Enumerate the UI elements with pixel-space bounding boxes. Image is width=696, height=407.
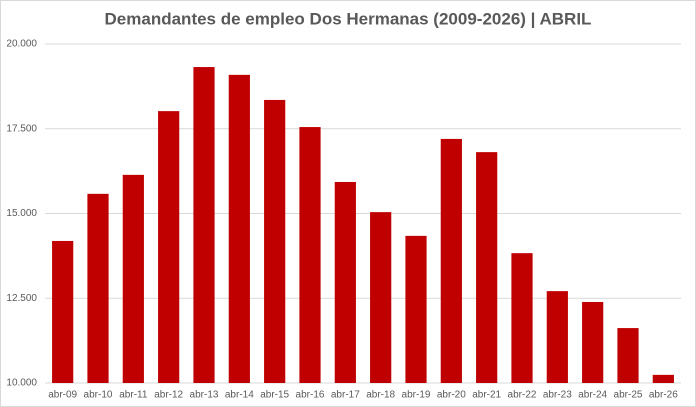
bar	[193, 67, 215, 383]
bar	[652, 374, 674, 383]
bar	[52, 240, 74, 383]
bar	[264, 99, 286, 383]
x-tick-label: abr-25	[614, 390, 643, 401]
x-tick-label: abr-22	[508, 390, 537, 401]
bar	[158, 111, 180, 383]
bar	[299, 127, 321, 384]
bar	[511, 253, 533, 383]
y-tick-label: 15.000	[6, 208, 37, 219]
x-tick-label: abr-18	[366, 390, 395, 401]
x-tick-label: abr-20	[437, 390, 466, 401]
bar	[546, 291, 568, 383]
x-tick-label: abr-24	[578, 390, 607, 401]
x-tick-label: abr-11	[119, 390, 148, 401]
x-tick-label: abr-16	[296, 390, 325, 401]
y-tick-label: 20.000	[6, 39, 37, 50]
y-tick-label: 17.500	[6, 123, 37, 134]
bar	[228, 74, 250, 383]
x-tick-label: abr-26	[649, 390, 678, 401]
bar	[334, 181, 356, 383]
bar	[617, 328, 639, 383]
bar	[87, 193, 109, 383]
x-tick-label: abr-09	[48, 390, 77, 401]
x-tick-label: abr-21	[472, 390, 501, 401]
bar	[440, 138, 462, 383]
x-tick-label: abr-13	[190, 390, 219, 401]
bar	[122, 174, 144, 383]
x-tick-label: abr-17	[331, 390, 360, 401]
bar	[582, 301, 604, 383]
bar	[370, 212, 392, 383]
x-tick-label: abr-14	[225, 390, 254, 401]
x-tick-label: abr-12	[154, 390, 183, 401]
y-tick-label: 10.000	[6, 378, 37, 389]
x-tick-label: abr-10	[84, 390, 113, 401]
x-tick-label: abr-15	[260, 390, 289, 401]
chart-title: Demandantes de empleo Dos Hermanas (2009…	[105, 9, 592, 28]
y-tick-label: 12.500	[6, 293, 37, 304]
bar	[476, 152, 498, 383]
bar	[405, 235, 427, 383]
x-tick-label: abr-23	[543, 390, 572, 401]
x-tick-label: abr-19	[402, 390, 431, 401]
